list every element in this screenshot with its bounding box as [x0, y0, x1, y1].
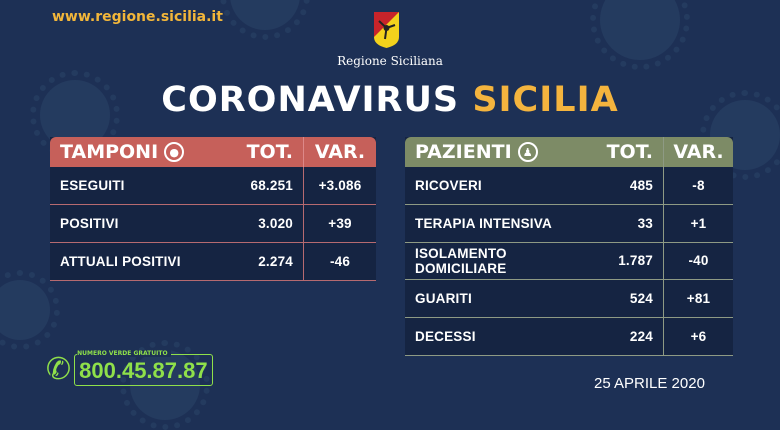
row-var: +6	[663, 318, 733, 355]
page-title: CORONAVIRUS SICILIA	[0, 80, 780, 120]
table-row: ESEGUITI 68.251 +3.086	[50, 167, 376, 205]
virus-decoration	[590, 0, 690, 70]
table-row: TERAPIA INTENSIVA 33 +1	[405, 204, 733, 243]
row-label: GUARITI	[415, 291, 472, 307]
row-label: DECESSI	[415, 329, 476, 345]
row-label: TERAPIA INTENSIVA	[415, 215, 552, 231]
row-var: -46	[303, 243, 376, 280]
row-tot: 1.787	[618, 253, 653, 269]
row-tot: 485	[629, 177, 653, 193]
row-var: +39	[303, 205, 376, 242]
table-row: GUARITI 524 +81	[405, 280, 733, 319]
pazienti-table: PAZIENTI ♟ TOT. VAR. RICOVERI 485 -8 TERAPIA…	[405, 137, 733, 356]
tamponi-title: TAMPONI	[60, 141, 159, 163]
table-row: ISOLAMENTO DOMICILIARE 1.787 -40	[405, 242, 733, 281]
row-tot: 224	[629, 329, 653, 345]
row-var: +81	[663, 280, 733, 318]
col-tot: TOT.	[606, 141, 653, 163]
region-name: Regione Siciliana	[337, 54, 443, 68]
col-var: VAR.	[303, 137, 376, 167]
tamponi-table: TAMPONI ● TOT. VAR. ESEGUITI 68.251 +3.086 P…	[50, 137, 376, 281]
table-row: DECESSI 224 +6	[405, 318, 733, 356]
phone-label: NUMERO VERDE GRATUITO	[77, 349, 171, 357]
row-var: -40	[663, 242, 733, 280]
phone-icon: ✆	[46, 352, 72, 387]
website-url: www.regione.sicilia.it	[52, 9, 223, 25]
row-label: ATTUALI POSITIVI	[60, 254, 181, 269]
table-row: RICOVERI 485 -8	[405, 167, 733, 205]
tamponi-header: TAMPONI ● TOT. VAR.	[50, 137, 376, 167]
row-label: ESEGUITI	[60, 178, 125, 193]
sicily-coat-of-arms-logo	[374, 12, 399, 48]
title-main: CORONAVIRUS	[161, 80, 460, 120]
pazienti-header: PAZIENTI ♟ TOT. VAR.	[405, 137, 733, 167]
title-accent: SICILIA	[472, 80, 619, 120]
row-tot: 33	[637, 215, 653, 231]
row-tot: 68.251	[250, 178, 293, 193]
swab-icon: ●	[164, 142, 185, 162]
toll-free-number: ✆ NUMERO VERDE GRATUITO 800.45.87.87	[46, 349, 213, 387]
virus-decoration	[0, 270, 60, 350]
row-label: RICOVERI	[415, 177, 482, 193]
row-label: ISOLAMENTO DOMICILIARE	[415, 245, 507, 276]
row-tot: 524	[629, 291, 653, 307]
col-var: VAR.	[663, 137, 733, 167]
phone-number: 800.45.87.87	[79, 357, 208, 383]
person-icon: ♟	[517, 142, 538, 162]
col-tot: TOT.	[246, 141, 293, 163]
pazienti-title: PAZIENTI	[415, 141, 512, 163]
row-label: POSITIVI	[60, 216, 119, 231]
table-row: ATTUALI POSITIVI 2.274 -46	[50, 243, 376, 281]
report-date: 25 APRILE 2020	[594, 375, 705, 392]
row-tot: 3.020	[258, 216, 293, 231]
row-var: +1	[663, 204, 733, 242]
table-row: POSITIVI 3.020 +39	[50, 205, 376, 243]
row-var: +3.086	[303, 167, 376, 204]
row-tot: 2.274	[258, 254, 293, 269]
virus-decoration	[220, 0, 310, 40]
row-var: -8	[663, 167, 733, 204]
